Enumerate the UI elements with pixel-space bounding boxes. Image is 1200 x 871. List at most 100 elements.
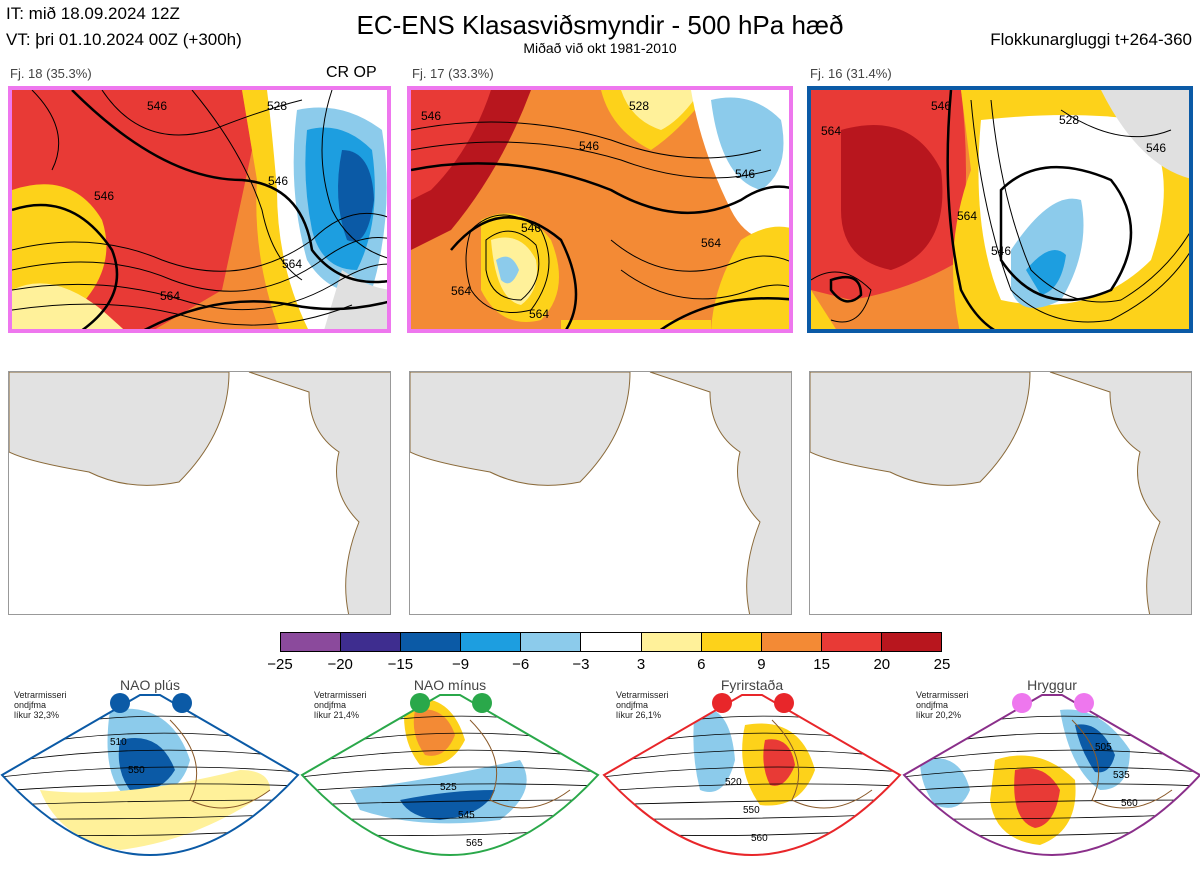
regime-marker: [712, 693, 732, 713]
colorbar-tick-label: −9: [451, 656, 470, 673]
base-map-3: [809, 371, 1192, 615]
base-map-1: [8, 371, 391, 615]
svg-text:546: 546: [1146, 141, 1166, 155]
height-contour: [604, 766, 900, 778]
anomaly-region: [350, 760, 527, 824]
svg-text:546: 546: [521, 221, 541, 235]
regime-border: [902, 694, 1200, 856]
colorbar-swatch: [820, 633, 881, 651]
height-contour: [2, 799, 298, 806]
height-contour: [904, 766, 1200, 778]
svg-text:564: 564: [451, 284, 471, 298]
colorbar-tick-label: −15: [387, 656, 414, 673]
svg-text:564: 564: [529, 307, 549, 321]
contour-label: 560: [1121, 798, 1138, 809]
cluster-label-1: Fj. 18 (35.3%): [10, 66, 92, 81]
height-contour: [2, 766, 298, 778]
regime-marker: [472, 693, 492, 713]
regime-border: [300, 694, 600, 856]
svg-text:546: 546: [579, 139, 599, 153]
height-contour: [604, 783, 900, 792]
svg-text:564: 564: [821, 124, 841, 138]
regime-note: Vetrarmisseri: [916, 690, 969, 700]
regime-note: ondjfma: [314, 700, 347, 710]
colorbar-tick-label: 20: [873, 656, 891, 673]
anomaly-region: [693, 708, 735, 792]
height-contour: [302, 783, 598, 792]
svg-text:564: 564: [957, 209, 977, 223]
anomaly-region: [920, 758, 970, 808]
contour-label: 560: [751, 833, 768, 844]
coastline: [1071, 719, 1173, 809]
height-contour: [904, 799, 1200, 806]
valid-time: VT: þri 01.10.2024 00Z (+300h): [6, 30, 242, 49]
regime-note: líkur 26,1%: [616, 710, 662, 720]
svg-text:528: 528: [629, 99, 649, 113]
contour-label: 510: [110, 737, 127, 748]
regime-marker: [1074, 693, 1094, 713]
regime-marker: [774, 693, 794, 713]
height-contour: [904, 783, 1200, 792]
colorbar-tick-label: 6: [697, 656, 706, 673]
colorbar-swatch: [700, 633, 761, 651]
regime-note: Vetrarmisseri: [616, 690, 669, 700]
colorbar-tick-label: 3: [636, 656, 646, 673]
svg-text:564: 564: [160, 289, 180, 303]
cluster-map-1: 546 546 564 528 546 564: [8, 86, 391, 333]
anomaly-region: [1014, 768, 1060, 828]
contour-label: 550: [128, 765, 145, 776]
svg-text:528: 528: [267, 99, 287, 113]
colorbar-swatch: [400, 633, 461, 651]
colorbar-tick-label: −20: [327, 656, 353, 673]
regime-border: [0, 694, 300, 856]
page-subtitle: Miðað við okt 1981-2010: [523, 40, 677, 56]
colorbar-tick-label: −6: [512, 656, 530, 673]
colorbar-tick-label: 15: [813, 656, 830, 673]
contour-label: 550: [743, 805, 760, 816]
svg-text:546: 546: [931, 99, 951, 113]
regime-note: Vetrarmisseri: [314, 690, 367, 700]
regime-note: líkur 20,2%: [916, 710, 962, 720]
anomaly-region: [118, 738, 175, 791]
contour-label: 505: [1095, 742, 1112, 753]
colorbar-swatch: [580, 633, 641, 651]
page-title: EC-ENS Klasasviðsmyndir - 500 hPa hæð: [356, 10, 844, 40]
regime-border: [602, 694, 902, 856]
regime-note: líkur 21,4%: [314, 710, 360, 720]
cluster-tag-1: CR OP: [326, 64, 377, 81]
svg-text:564: 564: [282, 257, 302, 271]
contour-label: 545: [458, 810, 475, 821]
height-contour: [302, 766, 598, 778]
regime-note: Vetrarmisseri: [14, 690, 67, 700]
anomaly-region: [413, 709, 455, 756]
regime-note: ondjfma: [14, 700, 47, 710]
anomaly-region: [400, 790, 495, 820]
colorbar-swatch: [520, 633, 581, 651]
regime-note: líkur 32,3%: [14, 710, 60, 720]
regime-marker: [110, 693, 130, 713]
anomaly-region: [763, 739, 795, 786]
regime-note: ondjfma: [916, 700, 949, 710]
coastline: [469, 719, 571, 809]
base-map-2: [409, 371, 792, 615]
svg-text:546: 546: [268, 174, 288, 188]
contour-label: 565: [466, 838, 483, 849]
colorbar-swatch: [640, 633, 701, 651]
cluster-label-3: Fj. 16 (31.4%): [810, 66, 892, 81]
regime-marker: [172, 693, 192, 713]
contour-label: 520: [725, 777, 742, 788]
regime-note: ondjfma: [616, 700, 649, 710]
regime-marker: [1012, 693, 1032, 713]
colorbar-swatch: [281, 633, 341, 651]
colorbar-swatch: [460, 633, 521, 651]
colorbar-swatch: [340, 633, 401, 651]
regime-marker: [410, 693, 430, 713]
colorbar-swatch: [760, 633, 821, 651]
regime-name: NAO plús: [120, 677, 180, 693]
height-contour: [2, 783, 298, 792]
coastline: [169, 719, 271, 809]
